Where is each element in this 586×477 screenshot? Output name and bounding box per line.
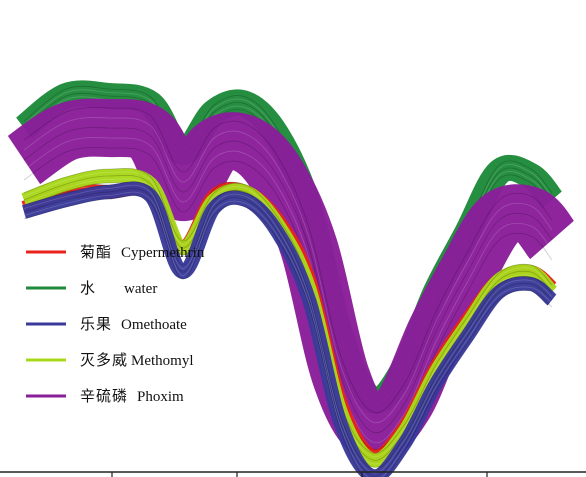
legend-label: Methomyl [131,353,194,369]
legend-label-cn: 辛硫磷 [80,388,128,405]
legend-label: Omethoate [121,317,187,333]
series-strand [23,184,553,474]
legend-item-methomyl: 灭多威 Methomyl [26,352,194,369]
series-strand [23,195,553,477]
legend-item-phoxim: 辛硫磷 Phoxim [26,388,184,405]
spectra-bands [7,80,576,477]
legend-item-water: 水 water [26,280,157,297]
legend-label-cn: 菊酯 [80,244,112,261]
series-line-phoxim [7,98,576,462]
legend-label: water [124,281,157,297]
series-line-omethoate [22,181,557,477]
legend-item-omethoate: 乐果 Omethoate [26,316,187,333]
series-strand [23,188,553,477]
x-axis [0,471,586,477]
series-strand [23,191,553,477]
series-band-omethoate [22,181,557,477]
series-strand [23,181,553,470]
series-strand [23,117,553,424]
series-strand [23,107,553,414]
legend-label: Phoxim [137,389,184,405]
series-band-phoxim [7,98,576,462]
legend: 菊酯 Cypermethrin 水 water 乐果 Omethoate 灭多威 Methom… [26,244,205,405]
legend-label-cn: 乐果 [80,316,112,333]
legend-label: Cypermethrin [121,245,205,261]
legend-item-cypermethrin: 菊酯 Cypermethrin [26,244,205,261]
series-strand [23,127,553,434]
legend-label-cn: 水 [80,280,96,297]
legend-label-cn: 灭多威 [80,352,128,369]
